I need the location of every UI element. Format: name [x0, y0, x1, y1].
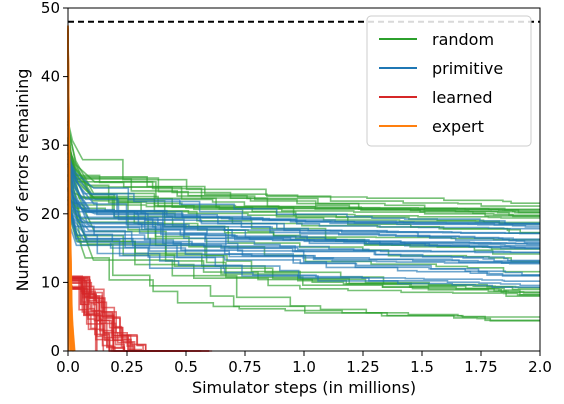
legend-label-expert: expert: [432, 117, 484, 136]
random-run-line: [67, 151, 540, 207]
x-tick-label: 1.25: [346, 358, 379, 376]
primitive-run-line: [67, 152, 540, 240]
y-tick-label: 20: [41, 205, 60, 223]
learned-run-line: [67, 279, 134, 352]
legend-box: [366, 15, 532, 147]
y-ticks: 0 10 20 30 40 50: [41, 0, 68, 360]
primitive-run-line: [67, 202, 540, 250]
primitive-run-line: [67, 158, 540, 254]
primitive-run-line: [67, 188, 540, 288]
x-tick-label: 0.25: [110, 358, 143, 376]
primitive-run-line: [67, 204, 540, 282]
x-axis-label: Simulator steps (in millions): [192, 378, 416, 397]
legend-label-learned: learned: [432, 88, 493, 107]
y-tick-label: 40: [41, 68, 60, 86]
primitive-run-line: [67, 156, 540, 230]
random-run-line: [67, 166, 540, 213]
legend-label-primitive: primitive: [432, 59, 503, 78]
primitive-run-line: [67, 188, 540, 254]
legend: random primitive learned expert: [366, 15, 532, 147]
y-tick-label: 0: [50, 342, 60, 360]
random-run-line: [67, 158, 540, 218]
x-tick-label: 0.75: [228, 358, 261, 376]
primitive-run-line: [67, 146, 540, 262]
series-learned: [67, 275, 213, 352]
random-run-line: [67, 175, 540, 293]
x-tick-label: 1.0: [292, 358, 316, 376]
expert-run-line: [67, 33, 75, 352]
primitive-run-line: [67, 162, 540, 234]
x-tick-label: 1.75: [464, 358, 497, 376]
random-run-line: [67, 187, 540, 318]
series-primitive: [67, 146, 540, 288]
primitive-run-line: [67, 187, 540, 276]
y-tick-label: 30: [41, 136, 60, 154]
y-tick-label: 50: [41, 0, 60, 17]
primitive-run-line: [67, 189, 540, 235]
series-layer: [67, 25, 540, 352]
x-tick-label: 0.5: [174, 358, 198, 376]
legend-label-random: random: [432, 30, 494, 49]
y-tick-label: 10: [41, 273, 60, 291]
random-run-line: [67, 145, 540, 297]
y-axis-label: Number of errors remaining: [13, 69, 32, 292]
primitive-run-line: [67, 179, 540, 287]
x-tick-label: 2.0: [528, 358, 552, 376]
x-tick-label: 0.0: [56, 358, 80, 376]
random-run-line: [67, 142, 540, 214]
x-ticks: 0.0 0.25 0.5 0.75 1.0 1.25 1.5 1.75 2.0: [56, 351, 552, 376]
x-tick-label: 1.5: [410, 358, 434, 376]
